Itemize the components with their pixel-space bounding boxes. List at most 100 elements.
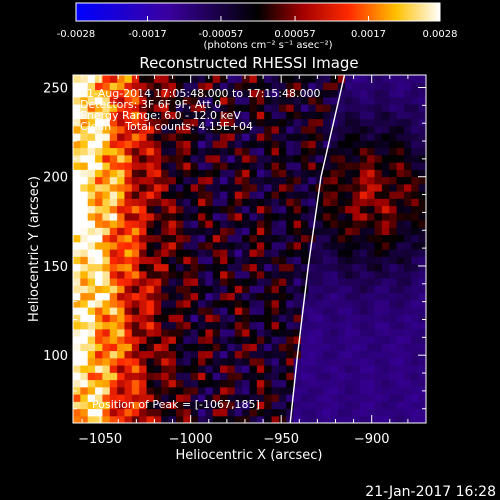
heatmap-cell (234, 125, 243, 134)
heatmap-cell (183, 176, 192, 185)
heatmap-cell (286, 365, 295, 373)
heatmap-cell (323, 125, 331, 134)
heatmap-cell (95, 227, 104, 236)
heatmap-cell (161, 191, 170, 199)
heatmap-cell (161, 270, 170, 279)
heatmap-cell (249, 299, 258, 308)
heatmap-cell (286, 212, 295, 221)
heatmap-cell (131, 401, 140, 410)
heatmap-cell (212, 191, 221, 199)
heatmap-cell (153, 169, 162, 178)
heatmap-cell (293, 104, 302, 112)
heatmap-cell (131, 227, 140, 236)
heatmap-cell (161, 408, 170, 417)
heatmap-cell (256, 292, 265, 301)
heatmap-cell (308, 292, 317, 301)
heatmap-cell (286, 343, 295, 352)
heatmap-cell (256, 285, 265, 294)
heatmap-cell (418, 336, 426, 344)
heatmap-cell (418, 379, 426, 388)
heatmap-cell (367, 307, 376, 315)
heatmap-cell (139, 82, 148, 91)
heatmap-cell (205, 336, 214, 344)
heatmap-cell (212, 415, 221, 423)
heatmap-cell (153, 307, 162, 315)
heatmap-cell (117, 89, 126, 98)
heatmap-cell (80, 234, 89, 243)
heatmap-cell (323, 82, 331, 91)
heatmap-cell (418, 169, 426, 178)
heatmap-cell (168, 96, 177, 105)
heatmap-cell (131, 292, 140, 301)
heatmap-cell (190, 379, 199, 388)
heatmap-cell (168, 379, 177, 388)
heatmap-cell (190, 357, 199, 366)
heatmap-cell (403, 386, 412, 395)
heatmap-cell (359, 350, 368, 359)
heatmap-cell (249, 285, 258, 294)
heatmap-cell (418, 104, 426, 112)
heatmap-cell (352, 147, 361, 156)
heatmap-cell (161, 321, 170, 330)
heatmap-cell (396, 75, 405, 83)
heatmap-cell (183, 314, 192, 323)
heatmap-cell (161, 241, 170, 250)
heatmap-cell (256, 227, 265, 236)
heatmap-cell (278, 227, 287, 236)
heatmap-cell (418, 183, 426, 192)
heatmap-cell (175, 154, 184, 163)
heatmap-cell (161, 125, 170, 134)
heatmap-cell (124, 401, 133, 410)
heatmap-cell (73, 394, 81, 402)
heatmap-cell (234, 96, 243, 105)
heatmap-cell (205, 183, 214, 192)
heatmap-cell (117, 220, 126, 228)
heatmap-cell (87, 205, 96, 214)
heatmap-cell (212, 118, 221, 127)
heatmap-cell (212, 372, 221, 381)
heatmap-cell (242, 205, 251, 214)
heatmap-cell (227, 314, 236, 323)
heatmap-cell (198, 270, 206, 279)
heatmap-cell (212, 75, 221, 83)
heatmap-cell (131, 89, 140, 98)
heatmap-cell (323, 176, 331, 185)
heatmap-cell (227, 415, 236, 423)
heatmap-cell (227, 372, 236, 381)
heatmap-cell (337, 75, 346, 83)
heatmap-cell (352, 162, 361, 170)
heatmap-cell (256, 278, 265, 286)
heatmap-cell (271, 365, 280, 373)
heatmap-cell (117, 278, 126, 286)
heatmap-cell (323, 133, 331, 141)
heatmap-cell (95, 212, 104, 221)
heatmap-cell (249, 198, 258, 207)
heatmap-cell (396, 249, 405, 257)
heatmap-cell (242, 343, 251, 352)
heatmap-cell (131, 104, 140, 112)
heatmap-cell (73, 205, 81, 214)
heatmap-cell (153, 394, 162, 402)
heatmap-cell (278, 176, 287, 185)
heatmap-cell (227, 321, 236, 330)
heatmap-cell (389, 75, 398, 83)
heatmap-cell (80, 336, 89, 344)
heatmap-cell (175, 299, 184, 308)
heatmap-cell (183, 111, 192, 120)
heatmap-cell (315, 328, 324, 337)
heatmap-cell (198, 191, 206, 199)
heatmap-cell (220, 198, 229, 207)
heatmap-cell (205, 278, 214, 286)
heatmap-cell (396, 263, 405, 272)
heatmap-cell (286, 169, 295, 178)
x-tick-label: −1000 (169, 432, 213, 447)
heatmap-cell (403, 365, 412, 373)
heatmap-cell (109, 176, 118, 185)
heatmap-cell (227, 350, 236, 359)
heatmap-cell (175, 169, 184, 178)
heatmap-cell (403, 350, 412, 359)
heatmap-cell (183, 307, 192, 315)
heatmap-cell (271, 256, 280, 265)
heatmap-cell (220, 292, 229, 301)
heatmap-cell (139, 169, 148, 178)
